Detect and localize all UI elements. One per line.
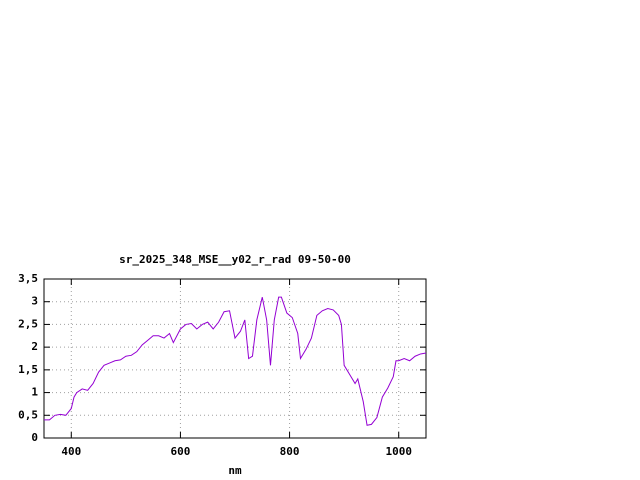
- y-tick-label: 1: [31, 386, 38, 399]
- y-tick-label: 0: [31, 431, 38, 444]
- x-axis-label: nm: [228, 464, 242, 477]
- x-tick-label: 600: [170, 445, 190, 458]
- x-tick-label: 1000: [385, 445, 412, 458]
- chart-title: sr_2025_348_MSE__y02_r_rad 09-50-00: [119, 253, 351, 266]
- y-tick-label: 3: [31, 295, 38, 308]
- y-tick-label: 2,5: [18, 317, 38, 330]
- x-tick-label: 400: [61, 445, 81, 458]
- y-tick-label: 3,5: [18, 272, 38, 285]
- y-tick-label: 1,5: [18, 363, 38, 376]
- data-line: [44, 296, 427, 426]
- x-tick-label: 800: [280, 445, 300, 458]
- plot-border: [43, 278, 427, 439]
- y-tick-label: 0,5: [18, 408, 38, 421]
- y-tick-label: 2: [31, 340, 38, 353]
